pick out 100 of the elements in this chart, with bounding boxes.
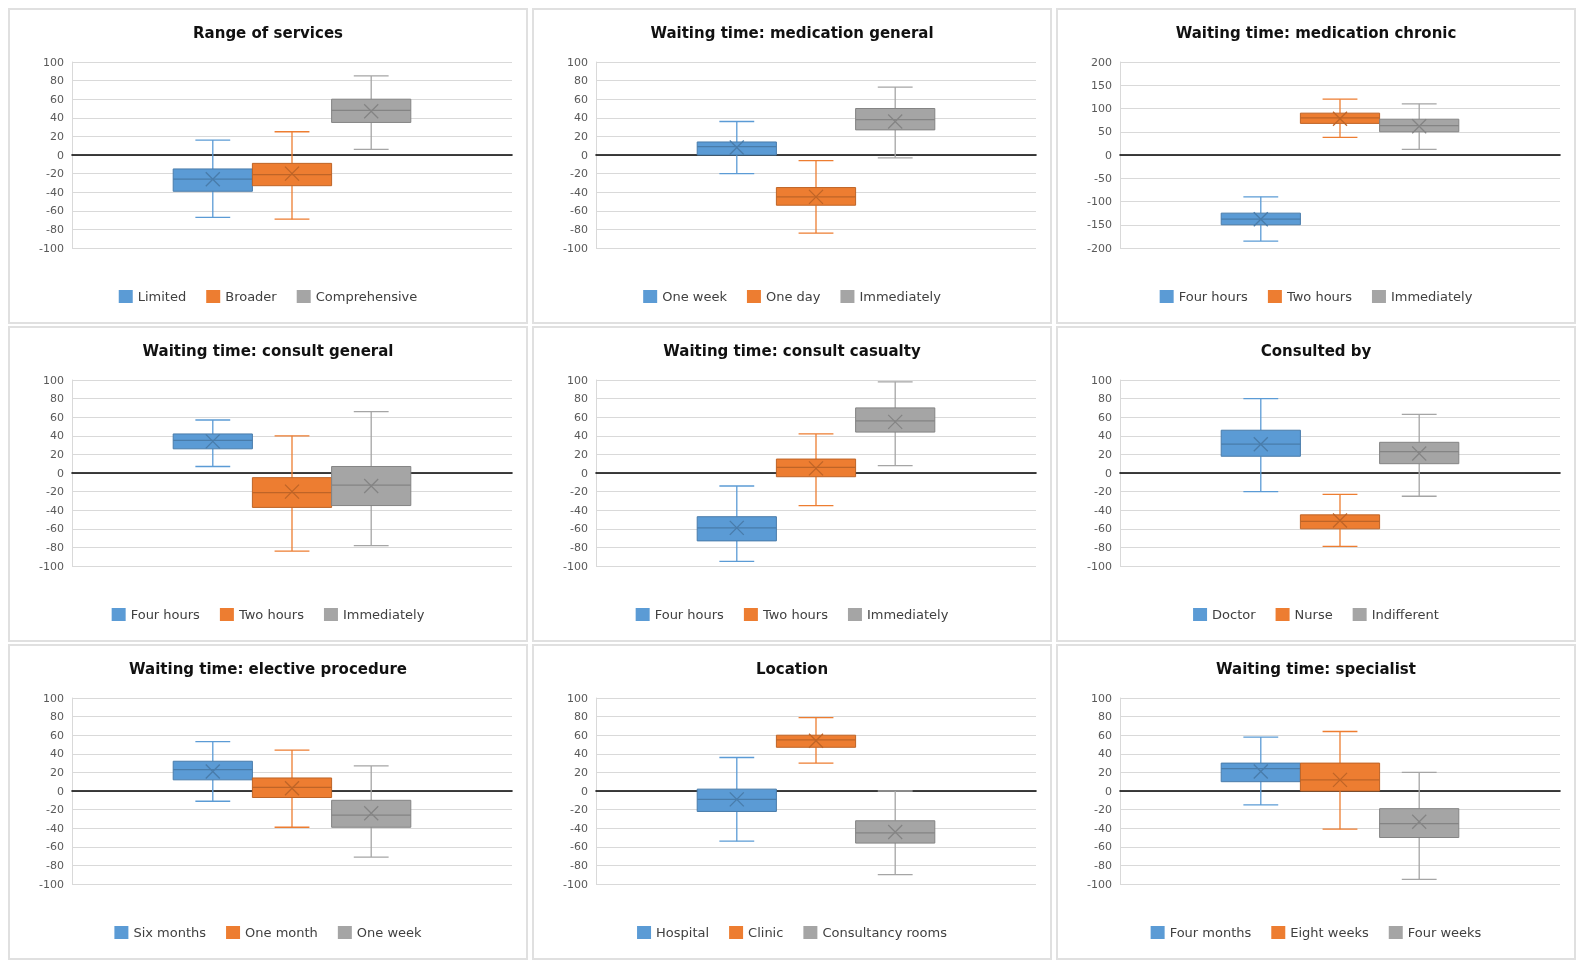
legend-label: Two hours: [237, 607, 305, 622]
y-tick-label: 40: [50, 429, 64, 443]
chart-title: Waiting time: elective procedure: [129, 659, 407, 678]
y-tick-label: 40: [1098, 429, 1112, 443]
y-tick-label: -20: [570, 167, 588, 181]
y-tick-label: 20: [50, 765, 64, 779]
legend-label: Four hours: [130, 607, 201, 622]
chart-title: Waiting time: medication chronic: [1175, 23, 1457, 42]
legend-label: One day: [765, 289, 821, 304]
y-tick-label: 80: [50, 74, 64, 88]
y-tick-label: 20: [1098, 765, 1112, 779]
y-tick-label: 0: [1105, 466, 1112, 480]
y-tick-label: 0: [1105, 148, 1112, 162]
y-tick-label: 60: [50, 410, 64, 424]
y-tick-label: 40: [574, 429, 588, 443]
legend-label: Comprehensive: [315, 289, 418, 304]
y-tick-label: 100: [43, 373, 64, 387]
chart-title: Waiting time: specialist: [1216, 659, 1416, 678]
legend-label: Nurse: [1294, 607, 1333, 622]
y-tick-label: -60: [1094, 522, 1112, 536]
y-tick-label: 20: [574, 765, 588, 779]
y-tick-label: -100: [563, 877, 588, 891]
legend-label: One week: [662, 289, 728, 304]
y-tick-label: -60: [570, 204, 588, 218]
y-tick-label: 0: [57, 784, 64, 798]
y-tick-label: -80: [570, 540, 588, 554]
y-tick-label: 80: [1098, 710, 1112, 724]
y-tick-label: 80: [50, 392, 64, 406]
legend-label: Six months: [133, 925, 207, 940]
legend-label: Immediately: [1390, 289, 1473, 304]
y-tick-label: 40: [574, 747, 588, 761]
y-tick-label: 40: [50, 111, 64, 125]
y-tick-label: 100: [1091, 373, 1112, 387]
y-tick-label: -20: [1094, 485, 1112, 499]
legend-label: Hospital: [656, 925, 710, 940]
y-tick-label: -40: [46, 821, 64, 835]
y-tick-label: 0: [581, 784, 588, 798]
chart-title: Waiting time: consult casualty: [663, 341, 921, 360]
y-tick-label: 0: [1105, 784, 1112, 798]
y-tick-label: 40: [1098, 747, 1112, 761]
y-tick-label: 60: [574, 92, 588, 106]
y-tick-label: 100: [1091, 691, 1112, 705]
legend-label: Clinic: [748, 925, 784, 940]
y-tick-label: 80: [1098, 392, 1112, 406]
y-tick-label: 80: [50, 710, 64, 724]
y-tick-label: 40: [574, 111, 588, 125]
y-tick-label: -60: [46, 522, 64, 536]
legend-label: Two hours: [1285, 289, 1353, 304]
y-tick-label: -20: [570, 485, 588, 499]
y-tick-label: -100: [1087, 195, 1112, 208]
chart-title: Waiting time: medication general: [650, 23, 934, 42]
y-tick-label: 0: [581, 148, 588, 162]
y-tick-label: 20: [50, 447, 64, 461]
y-tick-label: -60: [570, 522, 588, 536]
y-tick-label: 100: [43, 55, 64, 69]
y-tick-label: -100: [563, 559, 588, 573]
y-tick-label: -60: [570, 840, 588, 854]
y-tick-label: -20: [570, 803, 588, 817]
y-tick-label: 20: [574, 129, 588, 143]
chart-title: Waiting time: consult general: [142, 341, 394, 360]
y-tick-label: 40: [50, 747, 64, 761]
y-tick-label: 100: [567, 373, 588, 387]
y-tick-label: 100: [43, 691, 64, 705]
legend-label: Four weeks: [1407, 925, 1482, 940]
y-tick-label: -60: [1094, 840, 1112, 854]
y-tick-label: -80: [46, 222, 64, 236]
y-tick-label: -50: [1094, 171, 1112, 185]
y-tick-label: -100: [39, 241, 64, 255]
y-tick-label: -40: [1094, 821, 1112, 835]
legend-label: Eight weeks: [1290, 925, 1369, 940]
y-tick-label: -20: [46, 485, 64, 499]
legend-label: One month: [245, 925, 318, 940]
y-tick-label: -80: [1094, 858, 1112, 872]
y-tick-label: -40: [1094, 503, 1112, 517]
y-tick-label: -80: [46, 858, 64, 872]
y-tick-label: -100: [1087, 559, 1112, 573]
y-tick-label: 20: [574, 447, 588, 461]
y-tick-label: -40: [570, 185, 588, 199]
y-tick-label: 0: [57, 466, 64, 480]
y-tick-label: 0: [581, 466, 588, 480]
y-tick-label: 0: [57, 148, 64, 162]
y-tick-label: 100: [567, 55, 588, 69]
y-tick-label: -20: [46, 803, 64, 817]
y-tick-label: -40: [46, 503, 64, 517]
y-tick-label: 60: [1098, 728, 1112, 742]
y-tick-label: 80: [574, 710, 588, 724]
y-tick-label: 150: [1091, 78, 1112, 92]
y-tick-label: 60: [574, 728, 588, 742]
y-tick-label: 50: [1098, 125, 1112, 139]
y-tick-label: -40: [46, 185, 64, 199]
y-tick-label: -100: [39, 559, 64, 573]
y-tick-label: 20: [1098, 447, 1112, 461]
legend-label: Immediately: [342, 607, 425, 622]
chart-title: Consulted by: [1260, 341, 1372, 360]
y-tick-label: -80: [570, 858, 588, 872]
y-tick-label: -100: [1087, 877, 1112, 891]
y-tick-label: -60: [46, 204, 64, 218]
y-tick-label: -60: [46, 840, 64, 854]
y-tick-label: 20: [50, 129, 64, 143]
legend-label: Broader: [225, 289, 278, 304]
